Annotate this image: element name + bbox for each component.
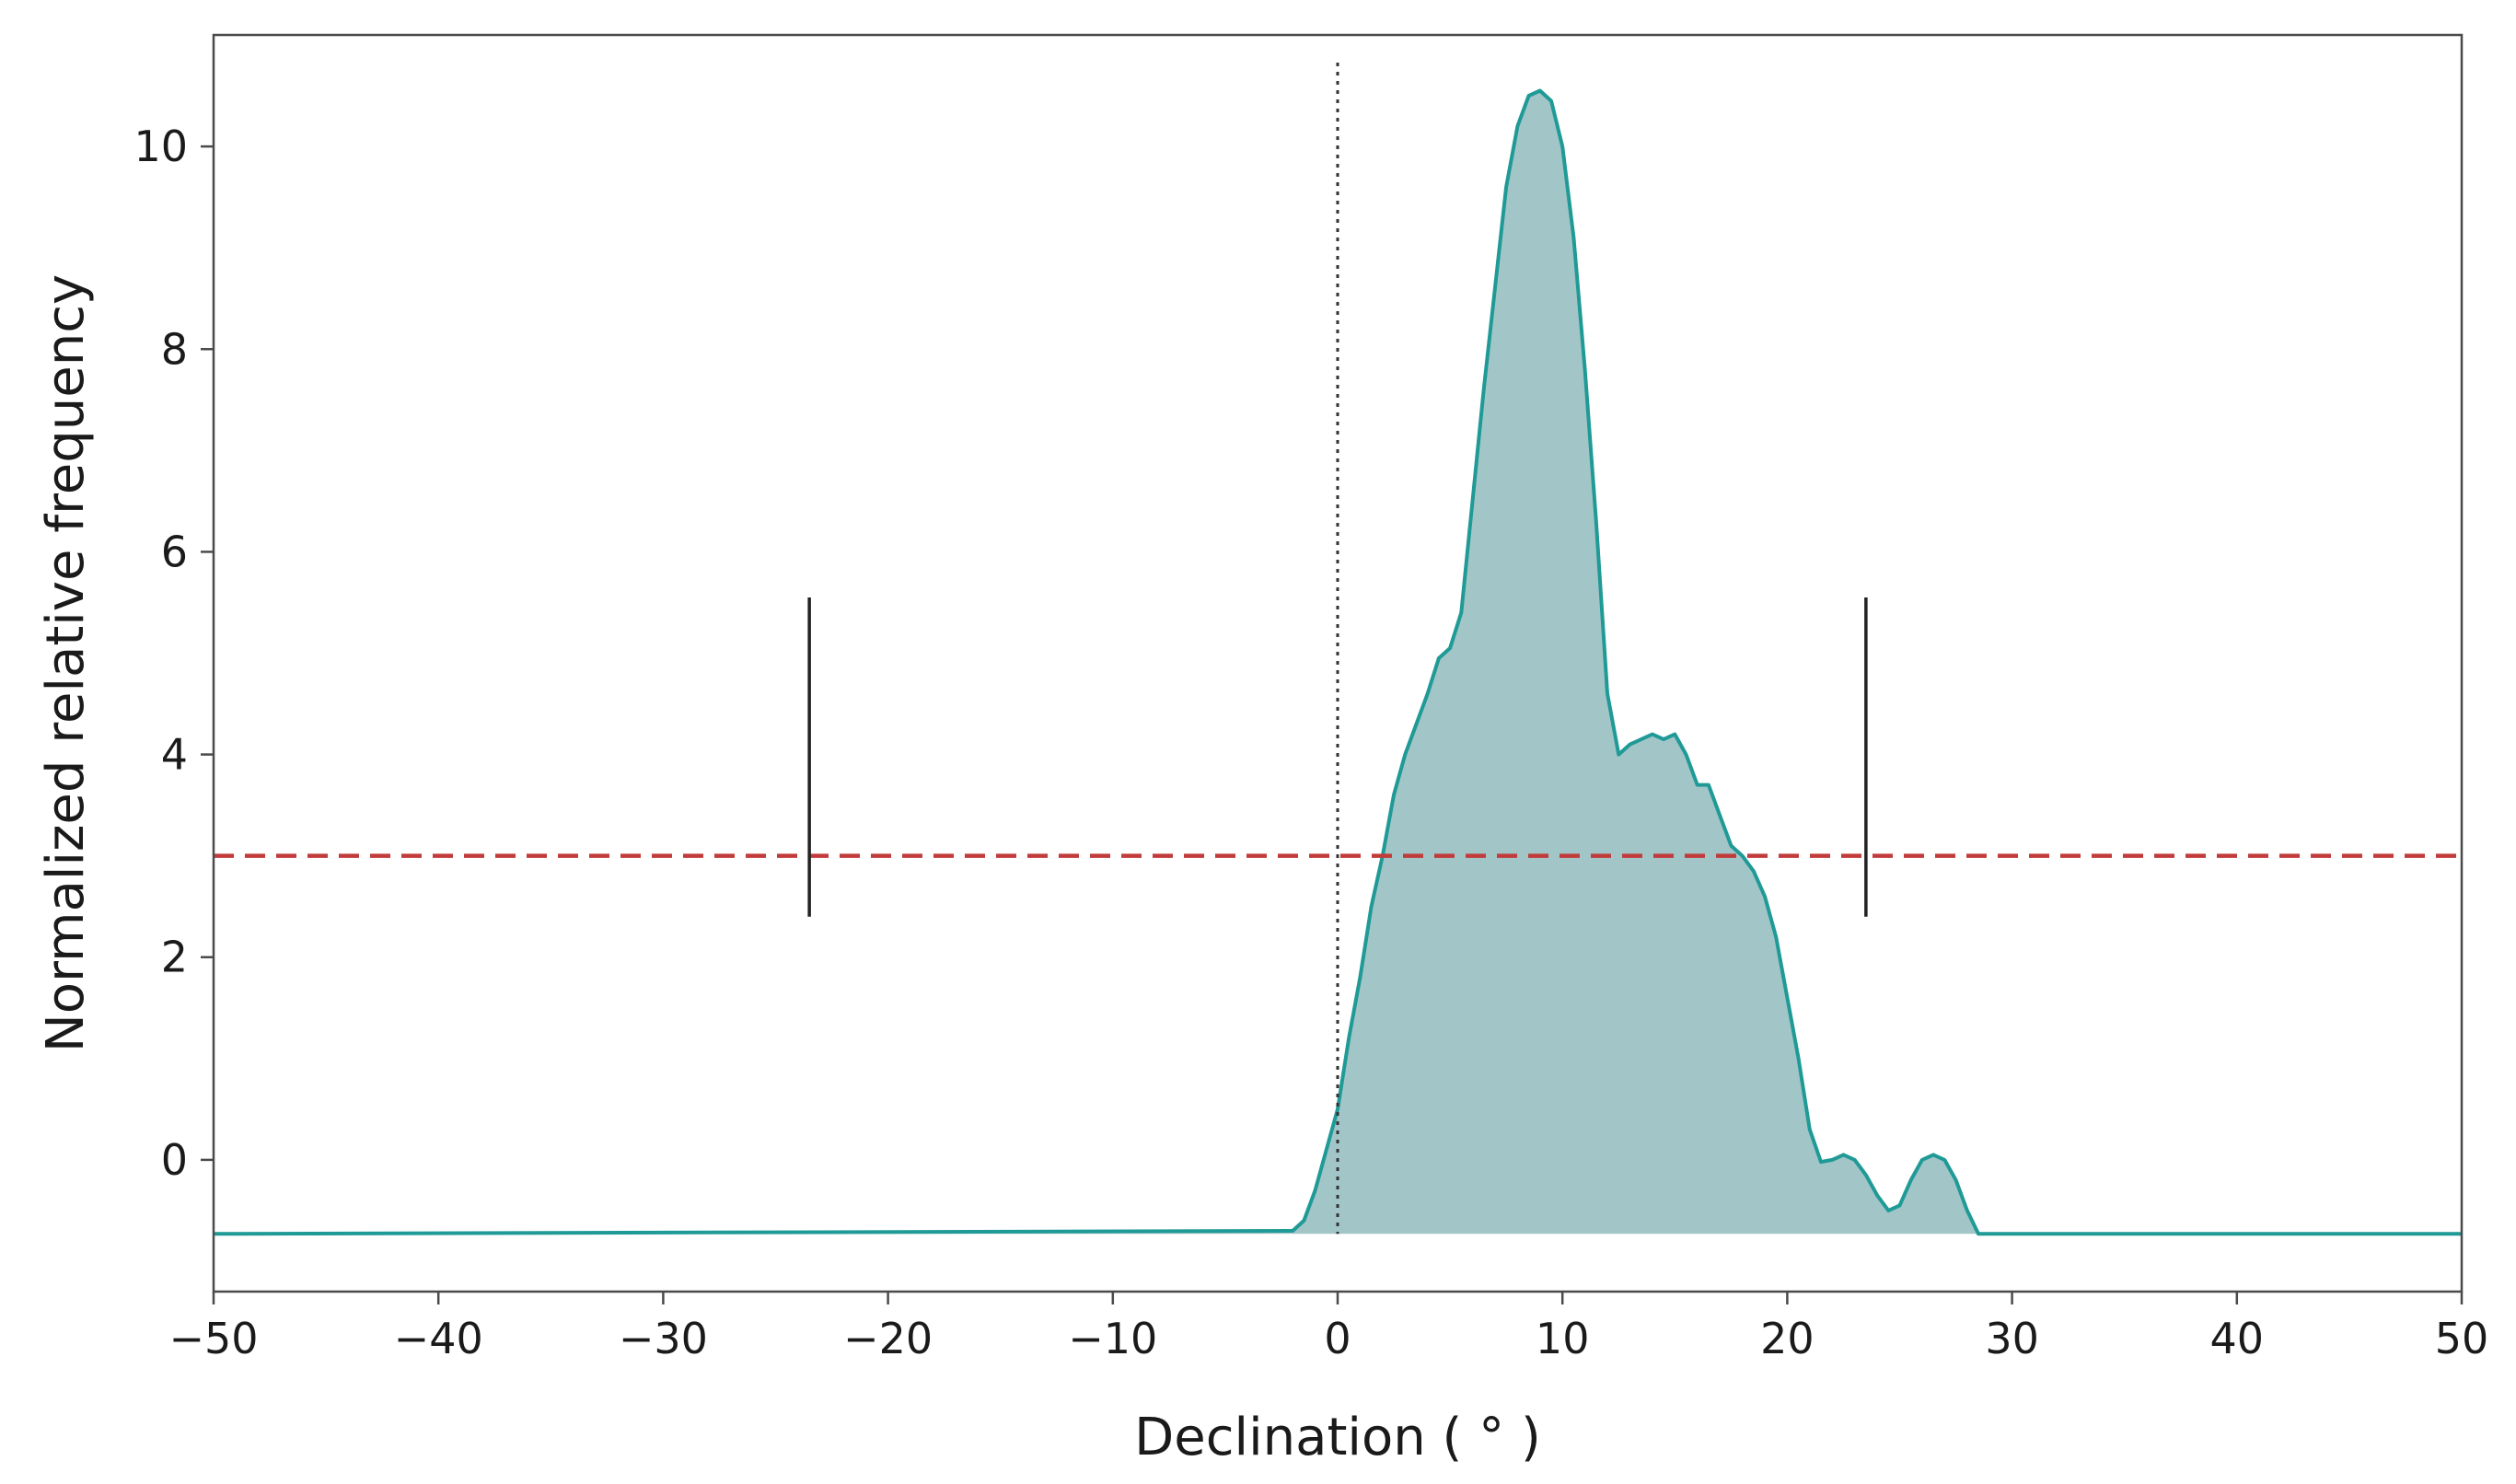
y-axis-ticks: 0 2 4 6 8 10 — [133, 122, 214, 1185]
density-line — [213, 88, 2462, 1236]
x-tick-label: 0 — [1324, 1314, 1351, 1363]
y-tick-label: 8 — [161, 324, 188, 374]
y-tick-label: 4 — [161, 730, 188, 780]
x-tick-label: 10 — [1536, 1314, 1590, 1363]
x-tick-label: 30 — [1985, 1314, 2039, 1363]
plot-area — [213, 63, 2462, 1236]
x-tick-label: −20 — [843, 1314, 933, 1363]
x-tick-label: −30 — [619, 1314, 708, 1363]
x-tick-label: 40 — [2210, 1314, 2265, 1363]
x-tick-label: −50 — [168, 1314, 258, 1363]
y-tick-label: 0 — [161, 1135, 188, 1185]
y-tick-label: 2 — [161, 933, 188, 982]
x-axis-label: Declination ( ° ) — [1134, 1408, 1541, 1467]
y-tick-label: 10 — [133, 122, 188, 171]
x-tick-label: −40 — [394, 1314, 483, 1363]
x-tick-label: 50 — [2435, 1314, 2489, 1363]
x-tick-label: −10 — [1068, 1314, 1157, 1363]
x-axis-ticks: −50 −40 −30 −20 −10 0 10 20 30 40 50 — [168, 1292, 2488, 1363]
x-tick-label: 20 — [1760, 1314, 1815, 1363]
marker-lines — [807, 597, 1868, 917]
y-axis-label: Normalized relative frequency — [36, 274, 96, 1052]
y-tick-label: 6 — [161, 527, 188, 576]
